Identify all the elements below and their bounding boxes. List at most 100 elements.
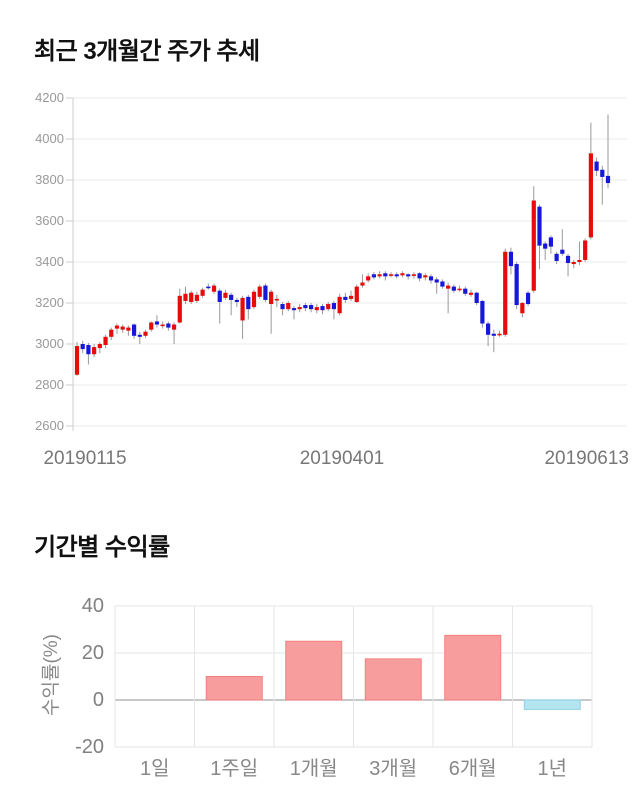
candle-body-up: [497, 333, 502, 336]
candle-body-up: [531, 200, 536, 291]
candle-body-up: [588, 153, 593, 238]
candle-body-up: [366, 276, 371, 281]
returns-y-tick-label: 20: [81, 642, 104, 664]
candle-body-up: [388, 274, 394, 276]
candle-body-up: [257, 286, 262, 297]
candle-body-down: [86, 345, 91, 355]
candle-body-down: [291, 308, 297, 311]
candle-body-down: [463, 288, 468, 294]
candle-body-down: [525, 292, 531, 305]
price-y-tick-label: 2800: [35, 377, 64, 392]
candle-body-down: [417, 273, 422, 279]
candle-body-up: [160, 324, 165, 327]
price-y-tick-label: 3000: [35, 336, 64, 351]
candle-body-down: [554, 253, 559, 261]
candle-body-down: [246, 296, 251, 310]
price-y-tick-label: 3800: [35, 172, 64, 187]
candle-body-up: [326, 304, 331, 310]
returns-y-axis-title: 수익률(%): [41, 634, 62, 716]
candle-body-down: [229, 294, 234, 300]
candle-body-up: [411, 274, 416, 276]
candle-body-down: [508, 251, 514, 267]
returns-category-label: 1년: [537, 758, 568, 780]
candle-body-down: [565, 255, 571, 264]
candle-body-down: [543, 243, 548, 249]
returns-bar: [444, 634, 502, 701]
candle-body-down: [560, 249, 565, 254]
returns-y-tick-label: -20: [75, 736, 104, 758]
candle-body-down: [371, 274, 377, 278]
candle-body-down: [166, 323, 171, 328]
candle-body-up: [120, 326, 125, 330]
candle-body-down: [594, 161, 599, 171]
candle-body-down: [137, 334, 142, 337]
candle-body-up: [97, 344, 102, 349]
candle-body-up: [211, 285, 217, 292]
candle-body-down: [434, 279, 439, 283]
candle-body-up: [114, 325, 120, 329]
returns-bar: [364, 658, 422, 701]
candle-body-down: [428, 276, 434, 281]
candle-body-up: [183, 293, 188, 301]
returns-category-label: 1주일: [210, 758, 259, 780]
candle-body-up: [348, 295, 354, 299]
candle-body-up: [74, 346, 80, 375]
candle-body-up: [269, 291, 274, 305]
price-y-tick-label: 4000: [35, 131, 64, 146]
candle-body-down: [394, 274, 399, 277]
returns-chart-title: 기간별 수익률: [34, 534, 170, 561]
candle-body-down: [406, 274, 411, 277]
candle-body-down: [308, 305, 314, 310]
candle-body-up: [314, 307, 319, 311]
candle-body-down: [451, 286, 456, 291]
price-y-tick-label: 3400: [35, 254, 64, 269]
candle-body-up: [223, 292, 228, 298]
candle-body-down: [600, 169, 605, 177]
candle-body-up: [177, 295, 182, 323]
candle-body-up: [200, 289, 205, 296]
candle-body-down: [537, 206, 542, 246]
price-y-tick-label: 4200: [35, 90, 64, 105]
candle-body-down: [440, 281, 445, 287]
x-axis-label-right: 20190613: [544, 448, 629, 469]
candle-body-up: [337, 296, 342, 314]
price-y-tick-label: 3600: [35, 213, 64, 228]
candle-body-down: [303, 305, 308, 309]
candle-body-up: [400, 273, 405, 276]
returns-bar: [205, 676, 263, 701]
candle-body-down: [131, 324, 137, 336]
candle-body-up: [360, 282, 365, 286]
candle-body-down: [320, 306, 325, 311]
candle-body-up: [503, 251, 508, 335]
candle-body-down: [280, 304, 285, 310]
price-y-tick-label: 2600: [35, 418, 64, 433]
candle-body-up: [109, 329, 114, 337]
candle-body-down: [80, 344, 85, 350]
candle-body-up: [468, 292, 474, 295]
price-y-tick-label: 3200: [35, 295, 64, 310]
candle-body-down: [263, 285, 268, 300]
returns-category-label: 3개월: [369, 758, 418, 780]
returns-bar: [523, 699, 581, 710]
candle-body-down: [234, 299, 239, 302]
candle-body-up: [423, 275, 428, 278]
candle-body-down: [474, 292, 479, 303]
candle-body-up: [103, 336, 108, 346]
candle-body-up: [194, 294, 200, 301]
candle-body-down: [343, 296, 348, 300]
candle-body-up: [189, 292, 194, 302]
candle-body-down: [331, 303, 337, 310]
candle-body-down: [548, 237, 554, 247]
candle-body-up: [571, 262, 576, 265]
candle-body-up: [354, 286, 359, 302]
candle-body-up: [149, 322, 154, 330]
returns-y-tick-label: 40: [81, 595, 104, 617]
candle-body-down: [154, 321, 160, 325]
candle-body-up: [286, 303, 291, 310]
candle-body-up: [457, 288, 462, 291]
returns-category-label: 1일: [139, 758, 170, 780]
candle-body-up: [297, 307, 302, 310]
returns-category-label: 1개월: [289, 758, 338, 780]
candle-body-down: [514, 264, 519, 306]
